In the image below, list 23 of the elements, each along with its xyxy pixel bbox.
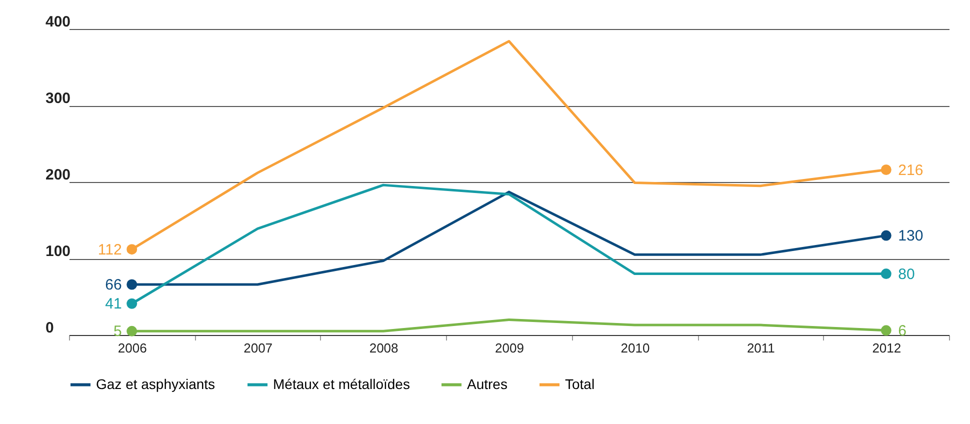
x-tick-label: 2009 bbox=[495, 340, 524, 356]
y-tick-label: 300 bbox=[46, 90, 71, 107]
data-label: 130 bbox=[898, 228, 924, 245]
y-tick-label: 0 bbox=[46, 320, 54, 336]
x-tick-label: 2007 bbox=[244, 340, 273, 356]
data-label: 80 bbox=[898, 266, 915, 283]
legend-label: Autres bbox=[467, 376, 508, 392]
data-label: 6 bbox=[898, 322, 906, 340]
legend-label: Métaux et métalloïdes bbox=[273, 376, 410, 392]
data-label: 112 bbox=[98, 241, 122, 258]
y-tick-label: 400 bbox=[46, 14, 71, 30]
data-label: 41 bbox=[105, 296, 122, 313]
x-tick-label: 2012 bbox=[872, 340, 902, 356]
x-tick-label: 2010 bbox=[620, 340, 650, 356]
data-label: 66 bbox=[105, 276, 122, 294]
legend-label: Gaz et asphyxiants bbox=[96, 376, 216, 392]
y-tick-label: 100 bbox=[46, 243, 71, 260]
x-tick-label: 2008 bbox=[369, 340, 398, 356]
x-tick-label: 2006 bbox=[118, 340, 147, 356]
data-label: 216 bbox=[898, 162, 924, 179]
legend-label: Total bbox=[565, 376, 595, 392]
y-tick-label: 200 bbox=[46, 166, 71, 184]
x-tick-label: 2011 bbox=[746, 340, 775, 356]
